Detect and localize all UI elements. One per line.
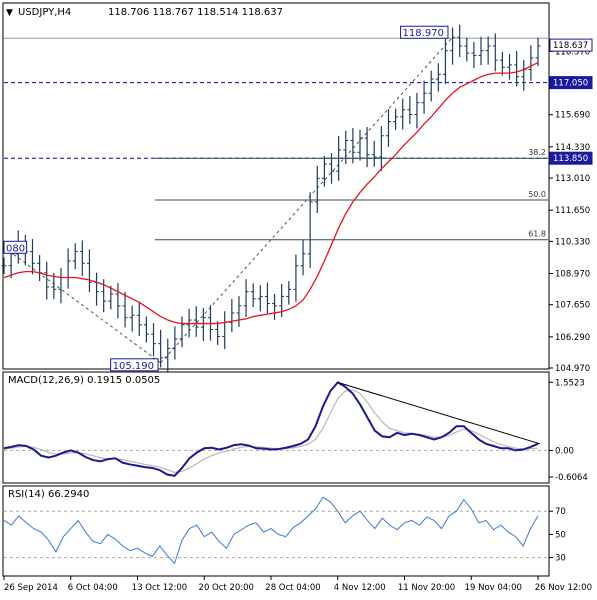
trend-channel-line [160, 36, 453, 364]
level-price-tag-box [549, 151, 593, 165]
left-price-label: 080 [6, 243, 25, 254]
high-price-label: 118.970 [403, 28, 444, 39]
fibonacci-label: 38.2 [528, 148, 546, 157]
macd-tick-label: 1.5523 [555, 378, 585, 388]
x-tick-label: 26 Sep 2014 [4, 583, 58, 593]
level-price-tag-box [549, 76, 593, 90]
rsi-title: RSI(14) 66.2940 [8, 489, 89, 500]
x-tick-label: 26 Nov 12:00 [535, 583, 592, 593]
price-tick-label: 110.330 [555, 237, 590, 247]
x-tick-label: 19 Nov 04:00 [465, 583, 522, 593]
fibonacci-label: 50.0 [528, 190, 546, 199]
rsi-tick-label: 70 [555, 507, 566, 517]
macd-line [3, 381, 539, 477]
trend-channel-line [3, 246, 161, 364]
x-tick-label: 4 Nov 12:00 [334, 583, 386, 593]
rsi-tick-label: 30 [555, 554, 566, 564]
level-price-tag: 117.050 [553, 79, 588, 89]
rsi-panel [2, 485, 550, 577]
x-tick-label: 28 Oct 04:00 [265, 583, 320, 593]
price-tick-label: 114.330 [555, 143, 590, 153]
price-tick-label: 113.010 [555, 174, 590, 184]
price-tick-label: 111.650 [555, 206, 590, 216]
macd-title: MACD(12,26,9) 0.1915 0.0505 [8, 375, 160, 386]
macd-tick-label: 0.00 [555, 446, 574, 456]
rsi-line [3, 496, 539, 565]
current-price-tag: 118.637 [553, 41, 588, 51]
low-price-label: 105.190 [113, 361, 154, 372]
price-tick-label: 104.970 [555, 364, 590, 374]
macd-plot [3, 381, 548, 477]
x-tick-label: 13 Oct 12:00 [132, 583, 187, 593]
price-tick-label: 106.290 [555, 333, 590, 343]
rsi-plot [3, 496, 548, 565]
price-plot: 38.2 50.0 61.8 118.970 080 105.190 [1, 24, 548, 372]
macd-signal-line [3, 389, 539, 473]
macd-panel [2, 371, 550, 484]
price-tick-label: 115.690 [555, 111, 590, 121]
symbol-label: USDJPY,H4 [18, 7, 71, 18]
current-price-tag-box [549, 38, 593, 52]
dropdown-icon[interactable]: ▼ [6, 8, 13, 18]
price-tick-label: 118.370 [555, 47, 590, 57]
x-tick-label: 11 Nov 20:00 [398, 583, 455, 593]
left-price-label-box [3, 240, 28, 254]
fibonacci-label: 61.8 [528, 230, 546, 239]
price-tick-label: 107.650 [555, 301, 590, 311]
price-panel [2, 2, 550, 370]
ohlc-values: 118.706 118.767 118.514 118.637 [108, 7, 283, 18]
low-price-label-box [110, 358, 159, 372]
rsi-tick-label: 50 [555, 530, 566, 540]
moving-average-line [3, 61, 539, 325]
level-price-tag: 113.850 [553, 154, 588, 164]
price-tick-label: 108.970 [555, 269, 590, 279]
macd-tick-label: -0.6064 [555, 473, 588, 483]
x-tick-label: 20 Oct 20:00 [199, 583, 254, 593]
macd-trendline [337, 381, 541, 445]
x-tick-label: 6 Oct 04:00 [68, 583, 118, 593]
high-price-label-box [400, 25, 449, 39]
axes: 118.370 117.050 115.690 114.330 113.010 111.6… [3, 38, 593, 593]
